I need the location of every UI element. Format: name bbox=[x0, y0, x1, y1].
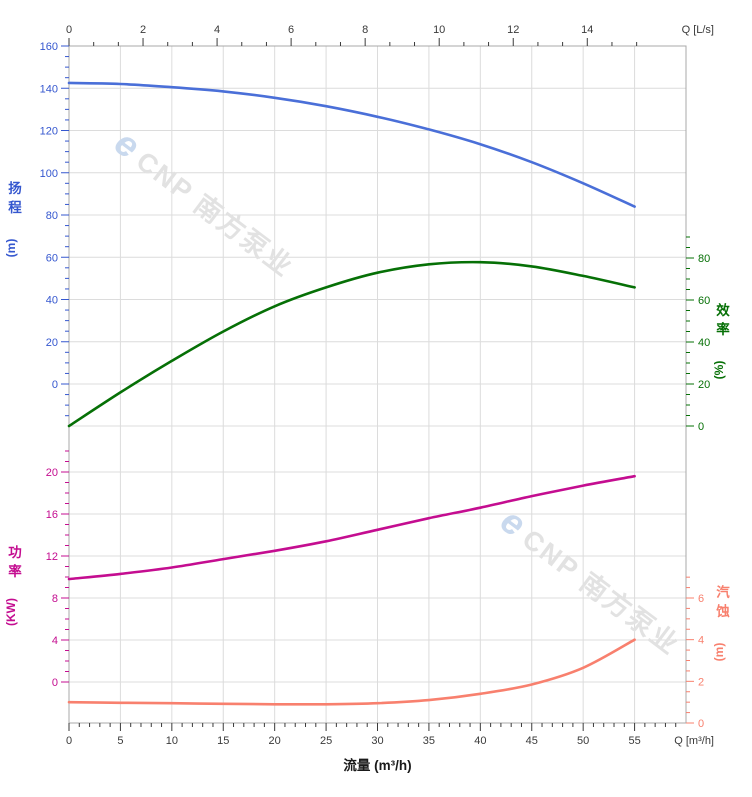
tick-label: 0 bbox=[698, 718, 704, 730]
tick-label: 4 bbox=[698, 635, 704, 647]
head-axis-unit: (m) bbox=[4, 239, 18, 258]
tick-label: 0 bbox=[66, 24, 72, 36]
tick-label: 20 bbox=[46, 467, 58, 479]
power-axis bbox=[61, 450, 69, 683]
efficiency-axis bbox=[686, 236, 694, 427]
tick-label: 140 bbox=[40, 83, 58, 95]
tick-label: 80 bbox=[698, 253, 710, 265]
tick-label: 12 bbox=[46, 551, 58, 563]
npsh-axis-title: 汽蚀 (m) bbox=[712, 584, 730, 661]
tick-label: 汽 bbox=[716, 584, 730, 600]
tick-label: 55 bbox=[628, 735, 640, 747]
tick-label: 60 bbox=[46, 252, 58, 264]
tick-label: 20 bbox=[46, 337, 58, 349]
tick-label: 100 bbox=[40, 168, 58, 180]
tick-label: 40 bbox=[46, 295, 58, 307]
power-axis-title: 功率 (KW) bbox=[4, 545, 22, 626]
tick-label: 扬 bbox=[8, 180, 22, 196]
tick-label: 40 bbox=[698, 337, 710, 349]
tick-label: 20 bbox=[269, 735, 281, 747]
head-axis bbox=[61, 45, 69, 417]
tick-label: 功 bbox=[8, 545, 22, 560]
tick-label: 50 bbox=[577, 735, 589, 747]
npsh-curve bbox=[67, 638, 636, 706]
flow-axis-title: 流量 (m³/h) bbox=[343, 757, 411, 773]
bottom-axis bbox=[68, 723, 677, 731]
tick-label: 率 bbox=[716, 321, 730, 337]
efficiency-axis-title: 效率 (%) bbox=[712, 302, 730, 379]
tick-label: 80 bbox=[46, 210, 58, 222]
tick-label: 12 bbox=[507, 24, 519, 36]
tick-label: 20 bbox=[698, 379, 710, 391]
tick-label: 率 bbox=[8, 563, 22, 579]
tick-label: 0 bbox=[52, 677, 58, 689]
tick-label: 2 bbox=[140, 24, 146, 36]
tick-label: 10 bbox=[166, 735, 178, 747]
tick-label: 0 bbox=[66, 735, 72, 747]
tick-label: 0 bbox=[698, 421, 704, 433]
efficiency-axis-unit: (%) bbox=[712, 361, 726, 380]
tick-label: 60 bbox=[698, 295, 710, 307]
tick-label: 2 bbox=[698, 676, 704, 688]
tick-label: 0 bbox=[52, 379, 58, 391]
grid bbox=[69, 46, 686, 723]
tick-label: 10 bbox=[433, 24, 445, 36]
tick-label: 30 bbox=[371, 735, 383, 747]
head-axis-title: 扬程 (m) bbox=[4, 180, 22, 257]
top-axis bbox=[68, 38, 638, 46]
tick-label: 120 bbox=[40, 126, 58, 138]
tick-label: 8 bbox=[52, 593, 58, 605]
power-curve bbox=[67, 474, 636, 581]
tick-label: 6 bbox=[288, 24, 294, 36]
tick-label: 14 bbox=[581, 24, 593, 36]
head-curve bbox=[67, 81, 636, 208]
tick-label: 8 bbox=[362, 24, 368, 36]
tick-label: 蚀 bbox=[715, 603, 730, 619]
tick-label: 程 bbox=[8, 200, 22, 215]
tick-label: 35 bbox=[423, 735, 435, 747]
tick-label: 40 bbox=[474, 735, 486, 747]
npsh-axis-unit: (m) bbox=[712, 643, 726, 662]
tick-label: 16 bbox=[46, 509, 58, 521]
tick-label: 4 bbox=[52, 635, 58, 647]
tick-label: 160 bbox=[40, 41, 58, 53]
tick-label: 6 bbox=[698, 593, 704, 605]
tick-label: 45 bbox=[526, 735, 538, 747]
efficiency-curve bbox=[67, 260, 636, 428]
tick-label: 4 bbox=[214, 24, 220, 36]
top-axis-unit-label: Q [L/s] bbox=[682, 24, 714, 36]
tick-label: 15 bbox=[217, 735, 229, 747]
npsh-axis bbox=[686, 576, 694, 724]
tick-label: 效 bbox=[716, 302, 730, 318]
bottom-axis-unit-label: Q [m³/h] bbox=[674, 735, 714, 747]
tick-label: 5 bbox=[117, 735, 123, 747]
power-axis-unit: (KW) bbox=[4, 598, 18, 626]
tick-label: 25 bbox=[320, 735, 332, 747]
